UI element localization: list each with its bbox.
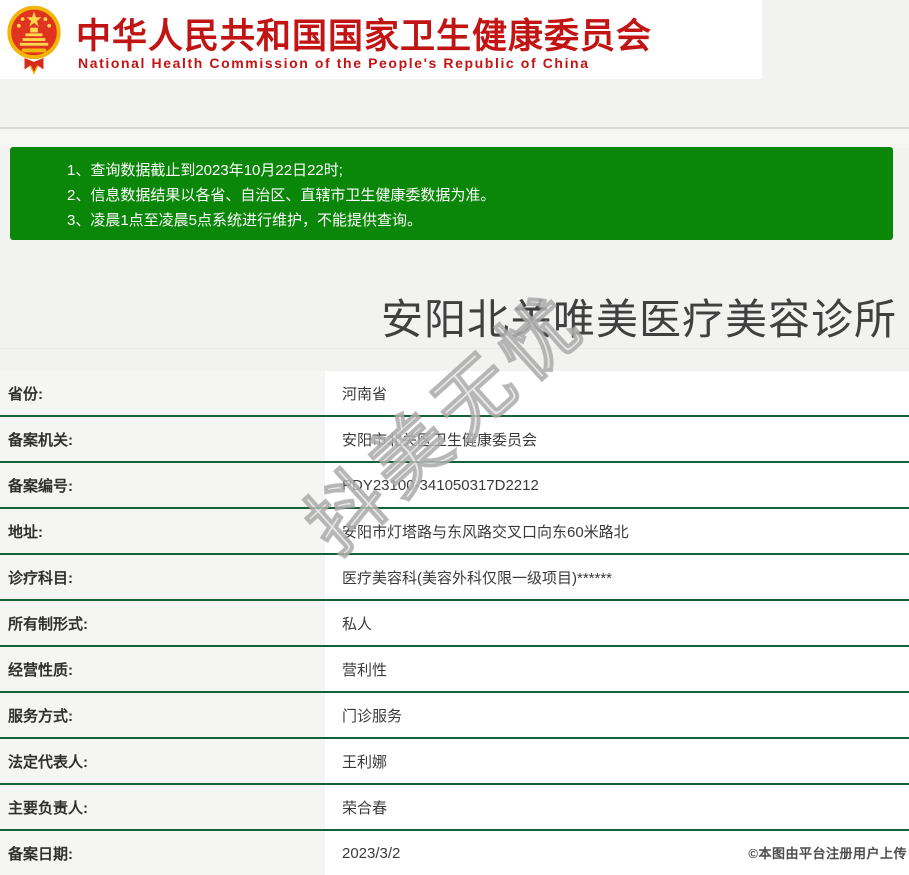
row-treatment-subjects: 诊疗科目: 医疗美容科(美容外科仅限一级项目)******: [0, 555, 909, 601]
institution-name-title: 安阳北关唯美医疗美容诊所: [380, 296, 897, 343]
field-value: 王利娜: [325, 739, 909, 783]
header-divider: [0, 127, 909, 129]
field-value: 营利性: [325, 647, 909, 691]
field-label: 备案机关:: [0, 417, 325, 461]
field-value: 荣合春: [325, 785, 909, 829]
field-label: 服务方式:: [0, 693, 325, 737]
notice-banner: 1、查询数据截止到2023年10月22日22时; 2、信息数据结果以各省、自治区…: [10, 147, 893, 240]
field-value: 门诊服务: [325, 693, 909, 737]
record-table: 省份: 河南省 备案机关: 安阳市北关区卫生健康委员会 备案编号: PDY231…: [0, 371, 909, 875]
field-label: 主要负责人:: [0, 785, 325, 829]
sub-band: [0, 129, 909, 148]
field-value: 医疗美容科(美容外科仅限一级项目)******: [325, 555, 909, 599]
row-filing-date: 备案日期: 2023/3/2: [0, 831, 909, 875]
field-label: 地址:: [0, 509, 325, 553]
title-section-divider: [0, 348, 909, 349]
site-header: 中华人民共和国国家卫生健康委员会 National Health Commiss…: [0, 0, 762, 79]
row-service-mode: 服务方式: 门诊服务: [0, 693, 909, 739]
field-label: 经营性质:: [0, 647, 325, 691]
field-label: 备案编号:: [0, 463, 325, 507]
china-national-emblem-icon: [7, 5, 61, 75]
field-value: PDY23100-341050317D2212: [325, 463, 909, 507]
field-value: 安阳市灯塔路与东风路交叉口向东60米路北: [325, 509, 909, 553]
notice-line-2: 2、信息数据结果以各省、自治区、直辖市卫生健康委数据为准。: [67, 187, 496, 204]
field-label: 所有制形式:: [0, 601, 325, 645]
header-title-chinese: 中华人民共和国国家卫生健康委员会: [76, 17, 653, 56]
field-value: 私人: [325, 601, 909, 645]
row-address: 地址: 安阳市灯塔路与东风路交叉口向东60米路北: [0, 509, 909, 555]
row-principal: 主要负责人: 荣合春: [0, 785, 909, 831]
row-province: 省份: 河南省: [0, 371, 909, 417]
field-value: 2023/3/2: [325, 831, 909, 875]
notice-line-1: 1、查询数据截止到2023年10月22日22时;: [67, 162, 343, 179]
field-label: 备案日期:: [0, 831, 325, 875]
field-label: 诊疗科目:: [0, 555, 325, 599]
field-label: 法定代表人:: [0, 739, 325, 783]
header-title-english: National Health Commission of the People…: [78, 55, 590, 71]
field-label: 省份:: [0, 371, 325, 415]
field-value: 安阳市北关区卫生健康委员会: [325, 417, 909, 461]
row-operation-nature: 经营性质: 营利性: [0, 647, 909, 693]
row-ownership-form: 所有制形式: 私人: [0, 601, 909, 647]
notice-line-3: 3、凌晨1点至凌晨5点系统进行维护，不能提供查询。: [67, 212, 423, 229]
row-filing-number: 备案编号: PDY23100-341050317D2212: [0, 463, 909, 509]
field-value: 河南省: [325, 371, 909, 415]
row-filing-authority: 备案机关: 安阳市北关区卫生健康委员会: [0, 417, 909, 463]
row-legal-representative: 法定代表人: 王利娜: [0, 739, 909, 785]
